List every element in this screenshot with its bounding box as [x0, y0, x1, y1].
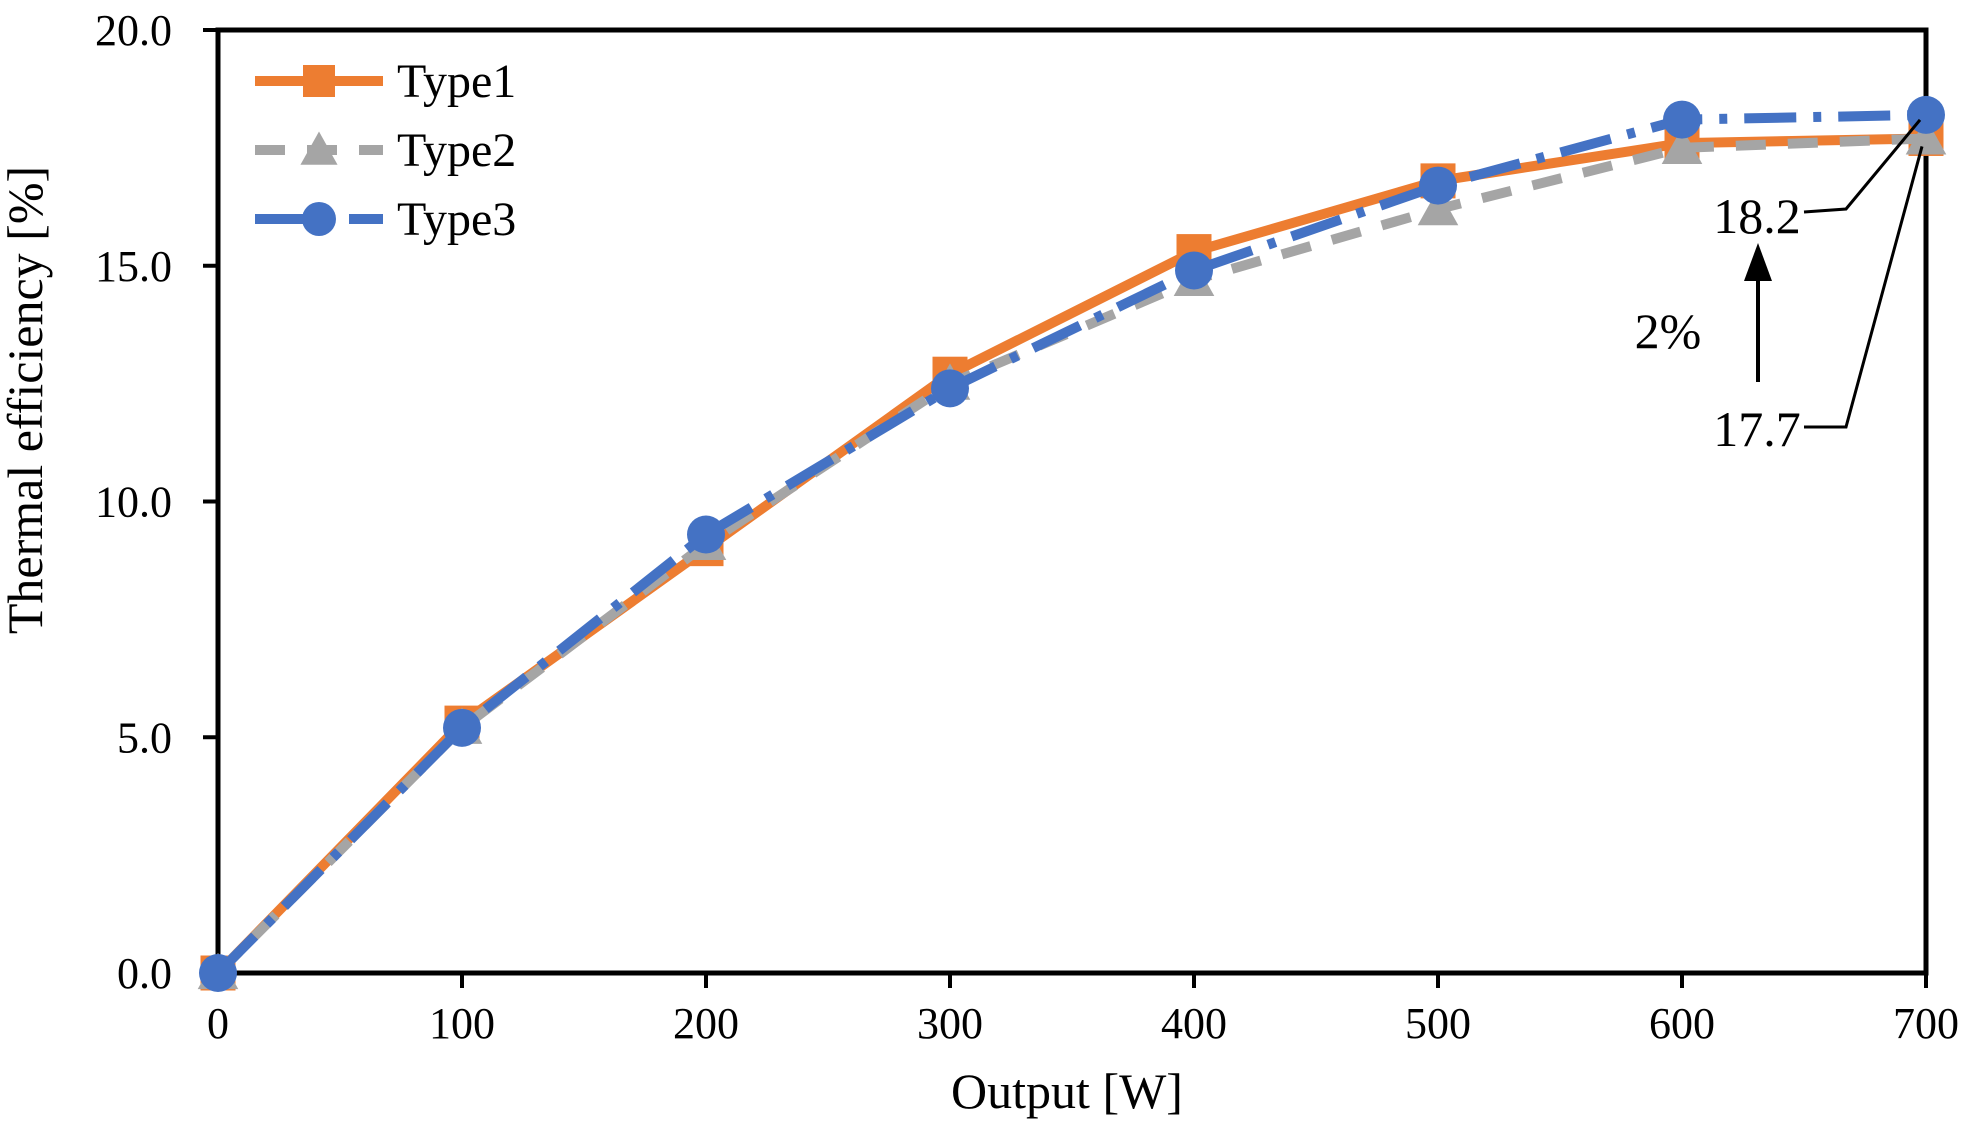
circle-marker	[687, 515, 725, 554]
leader-line-high	[1803, 118, 1922, 214]
triangle-marker	[1661, 127, 1703, 164]
circle-marker	[1419, 166, 1457, 205]
legend-label: Type2	[397, 124, 516, 177]
y-axis-title: Thermal efficiency [%]	[0, 166, 53, 634]
x-tick-label: 100	[429, 999, 495, 1048]
legend-item-type1: Type1	[255, 55, 516, 108]
x-axis: 0 100 200 300 400 500 600 700	[207, 973, 1959, 1048]
y-axis: 0.0 5.0 10.0 15.0 20.0	[95, 6, 218, 998]
series-line-type1	[214, 133, 1927, 977]
series-line-type2	[214, 133, 1927, 977]
legend-item-type3: Type3	[255, 193, 516, 246]
annotation-difference: 2%	[1635, 303, 1702, 359]
series-type1	[200, 120, 1944, 991]
square-marker	[303, 65, 335, 97]
x-tick-label: 200	[673, 999, 739, 1048]
x-tick-label: 0	[207, 999, 229, 1048]
x-tick-label: 400	[1161, 999, 1227, 1048]
legend: Type1 Type2 Type3	[255, 55, 516, 246]
difference-arrow-head	[1744, 243, 1772, 281]
legend-label: Type1	[397, 55, 516, 108]
triangle-marker	[300, 131, 338, 165]
circle-marker	[931, 369, 969, 408]
legend-item-type2: Type2	[255, 124, 516, 177]
y-tick-label: 5.0	[117, 713, 172, 762]
y-tick-label: 10.0	[95, 478, 172, 527]
annotations: 18.2 17.72%	[1635, 118, 1924, 457]
legend-label: Type3	[397, 193, 516, 246]
circle-marker	[443, 708, 481, 747]
circle-marker	[199, 954, 237, 992]
x-tick-label: 500	[1405, 999, 1471, 1048]
series-line-type3	[214, 109, 1927, 977]
circle-marker	[1175, 251, 1213, 290]
x-tick-label: 600	[1649, 999, 1715, 1048]
triangle-marker	[1417, 188, 1459, 226]
leader-line-low	[1804, 146, 1924, 429]
series-type2	[197, 118, 1947, 990]
y-tick-label: 0.0	[117, 949, 172, 998]
circle-marker	[1663, 100, 1701, 139]
annotation-value-high: 18.2	[1713, 188, 1801, 244]
y-tick-label: 20.0	[95, 6, 172, 55]
triangle-marker	[1905, 118, 1947, 155]
y-tick-label: 15.0	[95, 242, 172, 291]
annotation-value-low: 17.7	[1713, 401, 1801, 457]
x-axis-title: Output [W]	[951, 1063, 1183, 1119]
x-tick-label: 300	[917, 999, 983, 1048]
circle-marker	[302, 202, 336, 236]
x-tick-label: 700	[1893, 999, 1959, 1048]
